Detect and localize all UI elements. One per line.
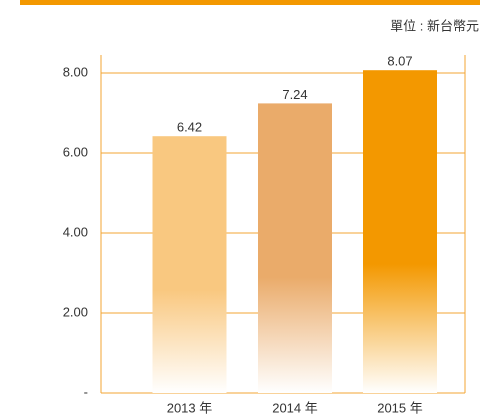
top-band (20, 0, 480, 5)
data-label: 7.24 (282, 87, 307, 102)
y-tick-label: 4.00 (63, 224, 88, 239)
bar (152, 136, 227, 393)
y-tick-label: 2.00 (63, 304, 88, 319)
data-label: 8.07 (387, 54, 412, 69)
y-tick-label: - (84, 384, 88, 399)
bar (363, 70, 437, 393)
data-label: 6.42 (177, 120, 202, 135)
bar (258, 103, 332, 394)
y-tick-label: 6.00 (63, 144, 88, 159)
x-tick-label: 2014 年 (272, 400, 318, 415)
x-tick-label: 2013 年 (167, 400, 213, 415)
y-tick-label: 8.00 (63, 64, 88, 79)
unit-label: 單位 : 新台幣元 (390, 18, 479, 33)
x-tick-label: 2015 年 (377, 400, 423, 415)
